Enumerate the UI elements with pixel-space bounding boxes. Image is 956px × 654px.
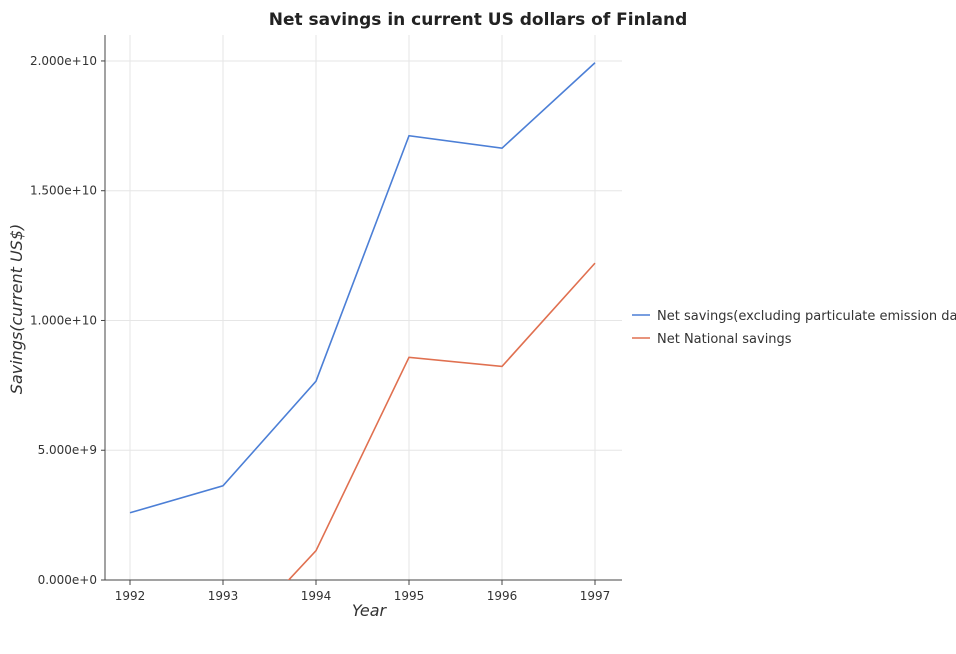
chart-title: Net savings in current US dollars of Fin…	[269, 10, 688, 30]
y-tick-label: 0.000e+0	[38, 573, 97, 587]
series-2	[274, 263, 595, 596]
x-tick-label: 1994	[301, 589, 332, 603]
series-line	[274, 263, 595, 595]
x-tick-label: 1993	[208, 589, 239, 603]
y-axis-title: Savings(current US$)	[7, 224, 26, 394]
y-tick-label: 5.000e+9	[38, 443, 97, 457]
series-1	[130, 63, 595, 513]
y-tick-label: 2.000e+10	[30, 54, 97, 68]
legend: Net savings(excluding particulate emissi…	[632, 309, 956, 347]
legend-label: Net National savings	[657, 332, 792, 347]
x-tick-label: 1992	[115, 589, 146, 603]
x-tick-label: 1995	[394, 589, 425, 603]
legend-label: Net savings(excluding particulate emissi…	[657, 309, 956, 324]
y-tick-label: 1.000e+10	[30, 313, 97, 327]
x-tick-label: 1997	[580, 589, 611, 603]
x-axis-title: Year	[352, 601, 388, 620]
series-layer	[130, 63, 595, 596]
y-tick-label: 1.500e+10	[30, 184, 97, 198]
x-tick-label: 1996	[487, 589, 518, 603]
series-line	[130, 63, 595, 513]
